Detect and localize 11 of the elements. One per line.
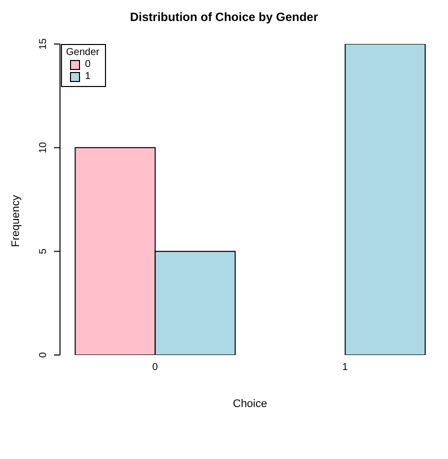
y-tick-label: 0 [38, 352, 49, 358]
bar [344, 44, 426, 355]
y-tick-label: 5 [38, 248, 49, 254]
x-axis-title: Choice [232, 398, 268, 410]
y-tick-label: 10 [38, 142, 49, 154]
legend-title: Gender [66, 47, 100, 59]
y-tick-label: 15 [38, 38, 49, 50]
chart-title: Distribution of Choice by Gender [128, 10, 319, 24]
legend-label: 1 [85, 71, 91, 83]
legend-label: 0 [85, 59, 91, 71]
y-axis-title: Frequency [10, 195, 22, 247]
